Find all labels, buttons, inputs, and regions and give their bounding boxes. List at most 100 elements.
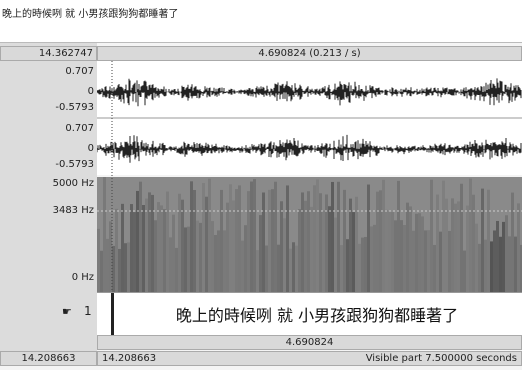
spec-top: 5000 Hz (0, 178, 94, 189)
spectrogram-column (331, 182, 334, 292)
spectrogram-column (385, 210, 388, 292)
spectrogram-column (271, 189, 274, 292)
spectrogram-column (328, 206, 331, 292)
spec-marker: 3483 Hz (0, 205, 94, 216)
spectrogram-column (280, 201, 283, 292)
spectrogram-column (448, 231, 451, 292)
spectrogram-column (142, 205, 145, 292)
spectrogram-column (310, 207, 313, 292)
spectrogram-column (253, 179, 256, 292)
spectrogram-column (508, 236, 511, 292)
spectrogram-column (277, 245, 280, 292)
spectrogram-column (292, 242, 295, 292)
spectrogram-column (172, 215, 175, 292)
spectrogram-column (463, 251, 466, 292)
spectrogram-column (406, 203, 409, 292)
spectrogram-column (433, 245, 436, 292)
tier[interactable]: 晚上的時候咧 就 小男孩跟狗狗都睡著了 (97, 292, 522, 336)
spectrogram-column (211, 221, 214, 292)
footer-visible: Visible part 7.500000 seconds (366, 352, 517, 365)
spectrogram-column (199, 223, 202, 292)
interval-duration[interactable]: 4.690824 (97, 335, 522, 350)
praat-window: 晚上的時候咧 就 小男孩跟狗狗都睡著了 14.362747 4.690824 (… (0, 0, 522, 370)
spectrogram-column (358, 244, 361, 292)
spectrogram-column (127, 242, 130, 292)
footer-left[interactable]: 14.208663 (0, 351, 97, 366)
spectrogram-column (382, 180, 385, 292)
spectrogram-column (496, 221, 499, 292)
spectrogram-column (163, 209, 166, 292)
spectrogram-column (154, 220, 157, 292)
spectrogram-column (157, 202, 160, 292)
tier-text[interactable]: 晚上的時候咧 就 小男孩跟狗狗都睡著了 (117, 302, 517, 326)
spectrogram-column (145, 199, 148, 292)
spectrogram-column (322, 211, 325, 292)
ch1-zero: 0 (0, 86, 94, 97)
spectrogram-column (427, 230, 430, 292)
spectrogram-column (400, 220, 403, 292)
selection-duration[interactable]: 4.690824 (0.213 / s) (97, 46, 522, 61)
tier-pointer: ☛ (62, 305, 72, 318)
spectrogram-column (208, 179, 211, 292)
spectrogram-column (505, 215, 508, 292)
spectrogram-column (151, 195, 154, 292)
spectrogram-column (256, 250, 259, 292)
spectrogram-column (223, 230, 226, 292)
spectrogram-column (214, 235, 217, 292)
spectrogram-column (148, 192, 151, 292)
spectrogram-column (103, 177, 106, 292)
spectrogram-column (289, 249, 292, 292)
start-time: 14.362747 (0, 46, 97, 61)
spectrogram-column (445, 199, 448, 292)
spectrogram-column (376, 192, 379, 292)
spectrogram-column (421, 216, 424, 292)
spectrogram-column (118, 249, 121, 292)
spectrogram-column (295, 246, 298, 292)
spectrogram-column (487, 190, 490, 292)
spectrogram-column (268, 190, 271, 292)
spectrogram-column (241, 241, 244, 292)
spectrogram-column (229, 184, 232, 292)
spectrogram-column (202, 183, 205, 292)
spectrogram-column (226, 203, 229, 292)
spectrogram-column (418, 213, 421, 292)
spectrogram-column (409, 206, 412, 292)
spectrogram-column (367, 185, 370, 292)
spectrogram-column (238, 185, 241, 292)
spectrogram-column (403, 225, 406, 292)
spectrogram-column (451, 198, 454, 292)
spectrogram-column (136, 191, 139, 292)
spectrogram-column (217, 230, 220, 292)
spectrogram-column (100, 251, 103, 292)
spectrogram-column (313, 185, 316, 292)
spectrogram-column (412, 231, 415, 292)
spectrogram-column (181, 200, 184, 292)
spectrogram-column (259, 215, 262, 292)
spectrogram-column (517, 203, 520, 292)
spectrogram-column (193, 190, 196, 292)
spectrogram-column (481, 189, 484, 292)
spectrogram-column (265, 245, 268, 292)
ch2-zero: 0 (0, 143, 94, 154)
spectrogram-column (325, 194, 328, 292)
spectrogram-column (196, 221, 199, 292)
spectrogram-column (184, 227, 187, 292)
spectrogram-column (346, 239, 349, 292)
spectrogram-column (352, 212, 355, 292)
signal-view (97, 61, 522, 292)
spectrogram-column (502, 222, 505, 292)
spectrogram-column (391, 212, 394, 292)
spectrogram-column (232, 200, 235, 292)
spectrogram-column (511, 193, 514, 292)
spectrogram-column (274, 182, 277, 292)
spectrogram-column (454, 204, 457, 292)
spectrogram-column (178, 194, 181, 292)
footer-bar[interactable]: 14.208663 Visible part 7.500000 seconds (97, 351, 522, 366)
spectrogram-column (283, 218, 286, 292)
spectrogram-column (466, 206, 469, 292)
spectrogram-column (469, 179, 472, 292)
spectrogram-column (235, 189, 238, 292)
spectrogram-column (478, 244, 481, 292)
spectrogram-column (169, 237, 172, 292)
spectrogram-column (394, 220, 397, 292)
